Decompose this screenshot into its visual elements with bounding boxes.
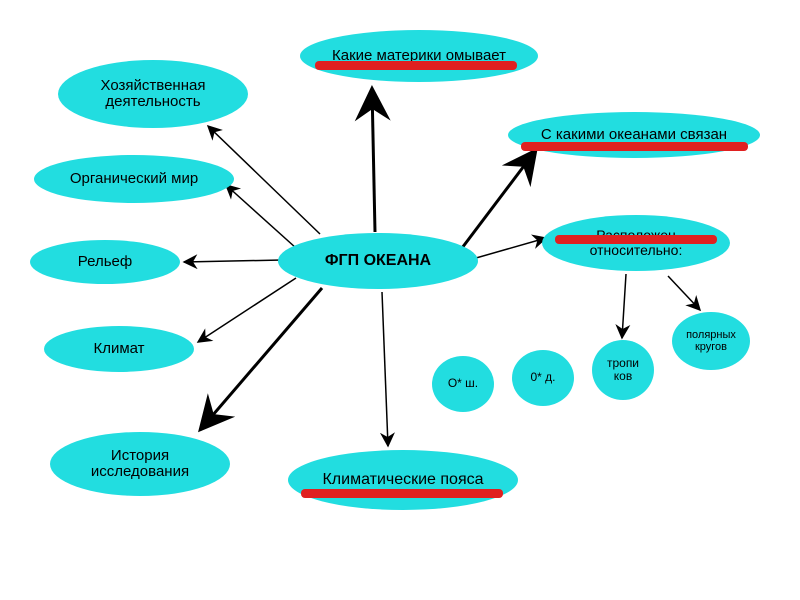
node-label: полярных кругов <box>682 329 740 353</box>
node-n6: Рельеф <box>30 240 180 284</box>
arrow-3 <box>184 260 282 262</box>
arrow-0 <box>372 88 375 232</box>
node-label: История исследования <box>60 448 220 481</box>
diagram-canvas: ФГП ОКЕАНА Какие материки омывает Хозяйств… <box>0 0 800 600</box>
node-c4: полярных кругов <box>672 312 750 370</box>
node-c3: тропи ков <box>592 340 654 400</box>
center-node: ФГП ОКЕАНА <box>278 233 478 289</box>
arrow-9 <box>622 274 626 338</box>
arrow-2 <box>226 185 296 248</box>
node-label: ФГП ОКЕАНА <box>325 252 431 270</box>
node-n9: Климатические пояса <box>288 450 518 510</box>
node-label: Климатические пояса <box>322 471 483 489</box>
node-n4: Органический мир <box>34 155 234 203</box>
node-n8: История исследования <box>50 432 230 496</box>
node-label: О* ш. <box>448 377 478 390</box>
node-label: тропи ков <box>602 357 644 383</box>
node-n2: Хозяйственная деятельность <box>58 60 248 128</box>
node-label: Хозяйственная деятельность <box>68 78 238 111</box>
red-underline <box>302 490 502 497</box>
arrow-7 <box>462 150 536 248</box>
arrow-5 <box>200 288 322 430</box>
arrow-4 <box>198 278 296 342</box>
arrow-6 <box>382 292 388 446</box>
node-label: С какими океанами связан <box>541 127 727 144</box>
node-c1: О* ш. <box>432 356 494 412</box>
node-label: 0* д. <box>530 371 555 384</box>
node-n3: С какими океанами связан <box>508 112 760 158</box>
red-underline <box>522 143 747 150</box>
red-underline <box>316 62 516 69</box>
node-n5: Расположен относительно: <box>542 215 730 271</box>
node-n1: Какие материки омывает <box>300 30 538 82</box>
node-label: Органический мир <box>70 171 198 188</box>
arrow-8 <box>476 238 546 258</box>
node-n7: Климат <box>44 326 194 372</box>
node-label: Климат <box>93 341 144 358</box>
arrow-10 <box>668 276 700 310</box>
node-c2: 0* д. <box>512 350 574 406</box>
node-label: Рельеф <box>78 254 132 271</box>
node-label: Расположен относительно: <box>552 228 720 259</box>
red-underline <box>556 236 716 243</box>
